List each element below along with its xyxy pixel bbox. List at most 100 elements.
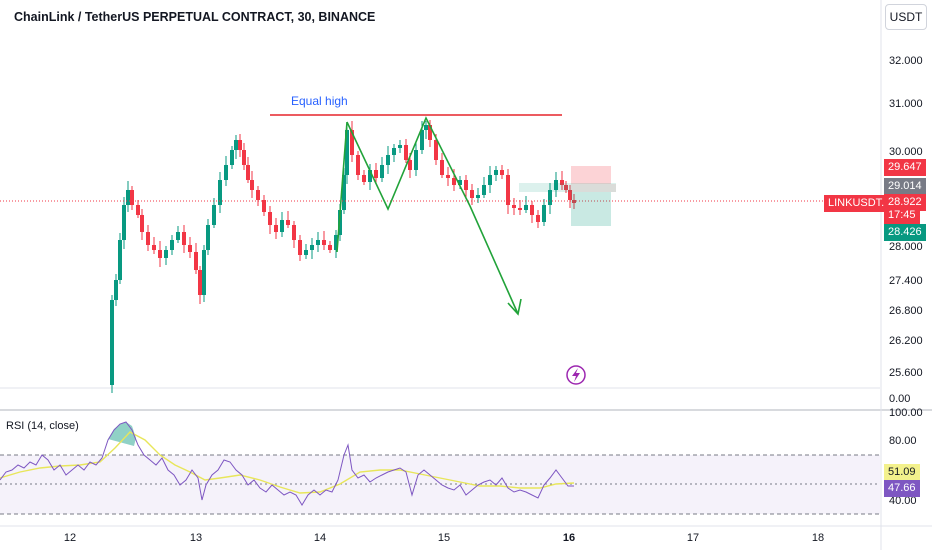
entry-tag: 29.014 <box>884 178 926 195</box>
candle-body <box>322 240 326 245</box>
chart-title: ChainLink / TetherUS PERPETUAL CONTRACT,… <box>14 10 376 24</box>
candle-body <box>274 225 278 232</box>
candle-body <box>194 252 198 270</box>
rsi-axis: 100.00 80.00 40.00 <box>889 407 923 507</box>
candle-body <box>446 175 450 178</box>
candle-body <box>126 190 130 205</box>
currency-button[interactable]: USDT <box>885 4 927 30</box>
price-tick: 25.600 <box>889 367 923 379</box>
candle-body <box>292 225 296 240</box>
candle-body <box>310 245 314 250</box>
candle-body <box>488 175 492 185</box>
time-label: 15 <box>438 532 450 544</box>
countdown-tag: 17:45 <box>884 207 920 224</box>
candle-body <box>212 205 216 225</box>
time-label: 13 <box>190 532 202 544</box>
candle-body <box>452 178 456 185</box>
candle-body <box>230 150 234 165</box>
candle-body <box>268 212 272 225</box>
candle-body <box>362 175 366 182</box>
candle-body <box>398 145 402 148</box>
candle-body <box>392 148 396 155</box>
time-axis: 12 13 14 15 16 17 18 <box>64 532 824 544</box>
candle-body <box>434 140 438 160</box>
candle-body <box>420 130 424 150</box>
price-candles <box>110 120 576 393</box>
candle-body <box>304 250 308 255</box>
candle-body <box>374 170 378 178</box>
rsi-legend[interactable]: RSI (14, close) <box>6 420 79 432</box>
candle-body <box>356 155 360 175</box>
price-tick: 26.800 <box>889 305 923 317</box>
candle-body <box>114 280 118 300</box>
rsi-value-tag: 47.66 <box>884 480 920 497</box>
trend-zigzag <box>346 116 519 315</box>
candle-body <box>500 170 504 175</box>
stop-loss-band <box>571 184 616 192</box>
candle-body <box>482 185 486 195</box>
candle-body <box>238 140 242 150</box>
candle-body <box>164 250 168 258</box>
price-tick: 28.000 <box>889 241 923 253</box>
price-axis: 32.00031.00030.00029.00028.00027.40026.8… <box>889 55 923 405</box>
candle-body <box>548 190 552 205</box>
candle-body <box>122 205 126 240</box>
candle-body <box>560 180 564 185</box>
rsi-ma-tag: 51.09 <box>884 464 920 481</box>
candle-body <box>440 160 444 175</box>
candle-body <box>158 250 162 258</box>
candle-body <box>206 225 210 250</box>
arrow-head <box>507 298 522 316</box>
candle-body <box>286 220 290 225</box>
candle-body <box>334 235 338 250</box>
candle-body <box>262 200 266 212</box>
stop-loss-tag: 29.647 <box>884 159 926 176</box>
candle-body <box>554 180 558 190</box>
candle-body <box>476 195 480 198</box>
candle-body <box>345 130 349 175</box>
candle-body <box>140 215 144 232</box>
candle-body <box>224 165 228 180</box>
candle-body <box>170 240 174 250</box>
candle-body <box>536 215 540 222</box>
candle-body <box>408 160 412 170</box>
time-label: 18 <box>812 532 824 544</box>
candle-body <box>328 245 332 250</box>
candle-body <box>494 170 498 175</box>
candle-body <box>136 205 140 215</box>
candle-body <box>118 240 122 280</box>
candle-body <box>250 180 254 190</box>
candle-body <box>524 205 528 210</box>
candle-body <box>146 232 150 245</box>
rsi-tick: 80.00 <box>889 435 917 447</box>
candle-body <box>512 205 516 208</box>
candle-body <box>542 205 546 222</box>
candle-body <box>530 205 534 215</box>
candle-body <box>464 180 468 190</box>
candle-body <box>350 130 354 155</box>
candle-body <box>130 190 134 205</box>
candle-body <box>188 245 192 252</box>
candle-body <box>152 245 156 250</box>
rsi-overbought-fill <box>108 422 136 446</box>
candle-body <box>428 125 432 140</box>
entry-band <box>519 183 616 192</box>
lightning-icon[interactable] <box>566 365 586 385</box>
price-tick: 27.400 <box>889 275 923 287</box>
candle-body <box>458 180 462 185</box>
candle-body <box>518 208 522 210</box>
time-label: 16 <box>563 532 575 544</box>
candle-body <box>424 125 428 130</box>
candle-body <box>298 240 302 255</box>
candle-body <box>202 250 206 295</box>
candle-body <box>110 300 114 385</box>
rsi-tick: 40.00 <box>889 495 917 507</box>
candle-body <box>246 165 250 180</box>
candle-body <box>198 270 202 295</box>
candle-body <box>316 240 320 245</box>
take-profit-tag: 28.426 <box>884 224 926 241</box>
candle-body <box>386 155 390 165</box>
time-label: 17 <box>687 532 699 544</box>
candle-body <box>564 185 568 190</box>
